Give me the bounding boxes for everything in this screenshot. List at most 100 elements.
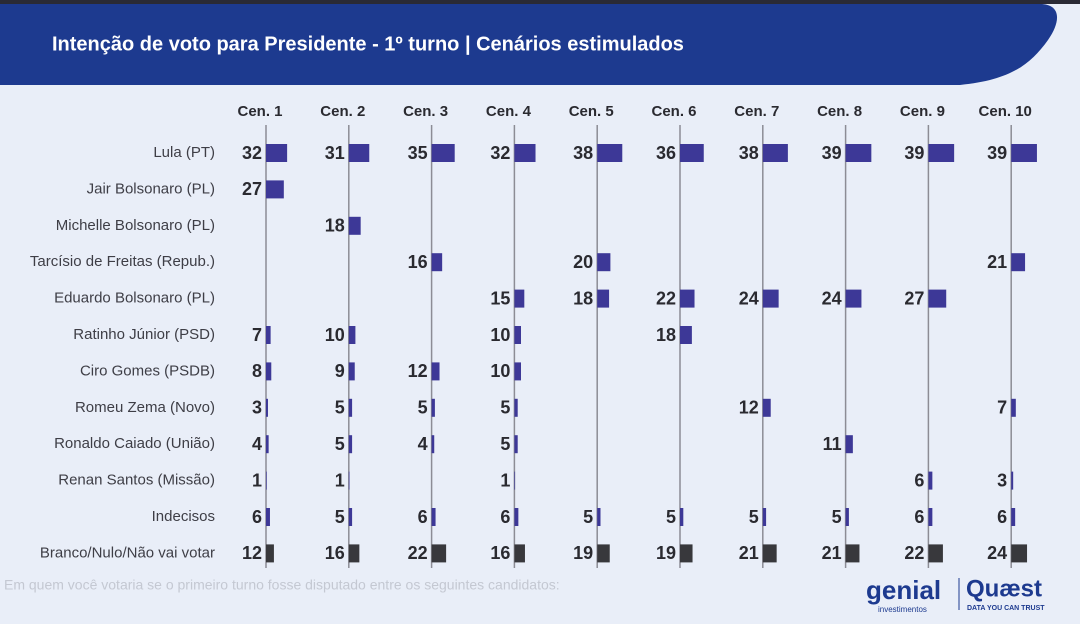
value-label: 3 [997,470,1007,490]
value-label: 21 [739,543,759,563]
bar [431,253,443,272]
category-label: Ratinho Júnior (PSD) [73,326,215,343]
bar [845,435,853,454]
value-label: 24 [987,543,1007,563]
logo: investimentos [878,605,927,614]
bar [266,508,270,526]
bar [514,289,525,308]
bar [845,508,849,526]
column-header: Cen. 2 [320,103,365,120]
value-label: 5 [335,434,345,454]
value-label: 35 [408,143,428,163]
value-label: 19 [656,543,676,563]
bar [514,544,525,563]
value-label: 18 [656,325,676,345]
bar [348,544,360,563]
value-label: 22 [408,543,428,563]
bar [597,289,610,308]
bar [514,398,518,417]
category-label: Ciro Gomes (PSDB) [80,362,215,379]
bar [1011,544,1028,563]
bar [514,471,516,490]
column-header: Cen. 1 [237,103,282,120]
value-label: 1 [500,470,510,490]
category-label: Tarcísio de Freitas (Repub.) [30,253,215,270]
bar [680,326,692,344]
bar [597,544,610,563]
column-header: Cen. 7 [734,103,779,120]
category-label: Branco/Nulo/Não vai votar [40,544,215,561]
bar [514,144,536,162]
bar [597,508,601,526]
value-label: 5 [500,434,510,454]
value-label: 21 [987,252,1007,272]
bar [845,544,860,563]
value-label: 38 [573,143,593,163]
logo: genial [866,575,941,605]
bar [266,398,268,417]
bar [928,144,955,162]
value-label: 16 [408,252,428,272]
bar [266,544,274,563]
column-header: Cen. 4 [486,103,532,120]
bar [680,508,684,526]
bar [928,544,943,563]
value-label: 5 [749,507,759,527]
bar [431,508,436,526]
bar [597,144,623,162]
bar [680,144,704,162]
value-label: 7 [997,398,1007,418]
value-label: 15 [490,288,510,308]
value-label: 39 [987,143,1007,163]
column-header: Cen. 6 [651,103,696,120]
value-label: 31 [325,143,345,163]
value-label: 5 [335,398,345,418]
value-label: 32 [242,143,262,163]
bar [1011,398,1016,417]
value-label: 5 [500,398,510,418]
value-label: 36 [656,143,676,163]
category-label: Romeu Zema (Novo) [75,399,215,416]
bar [266,144,288,162]
bar [266,471,267,490]
bar [1011,144,1037,162]
bar [348,144,370,162]
value-label: 5 [418,398,428,418]
bar [680,289,695,308]
value-label: 7 [252,325,262,345]
value-label: 5 [832,507,842,527]
bar [348,362,355,381]
value-label: 6 [418,507,428,527]
bar [514,508,519,526]
bar [431,144,455,162]
value-label: 3 [252,398,262,418]
bar [266,326,271,344]
value-label: 1 [252,470,262,490]
value-label: 20 [573,252,593,272]
column-header: Cen. 10 [979,103,1032,120]
bar [1011,471,1014,490]
bar [348,471,350,490]
logo: DATA YOU CAN TRUST [967,605,1045,612]
bar [431,435,435,454]
column-header: Cen. 5 [569,103,614,120]
value-label: 16 [490,543,510,563]
chart-title: Intenção de voto para Presidente - 1º tu… [52,33,684,55]
bar [266,180,284,199]
value-label: 19 [573,543,593,563]
category-label: Lula (PT) [153,144,215,161]
value-label: 12 [408,361,428,381]
value-label: 6 [997,507,1007,527]
bar [431,362,440,381]
value-label: 16 [325,543,345,563]
value-label: 10 [490,361,510,381]
bar [1011,508,1016,526]
value-label: 18 [573,288,593,308]
bar [266,362,272,381]
value-label: 27 [904,288,924,308]
bar [680,544,693,563]
value-label: 9 [335,361,345,381]
bar [845,289,862,308]
